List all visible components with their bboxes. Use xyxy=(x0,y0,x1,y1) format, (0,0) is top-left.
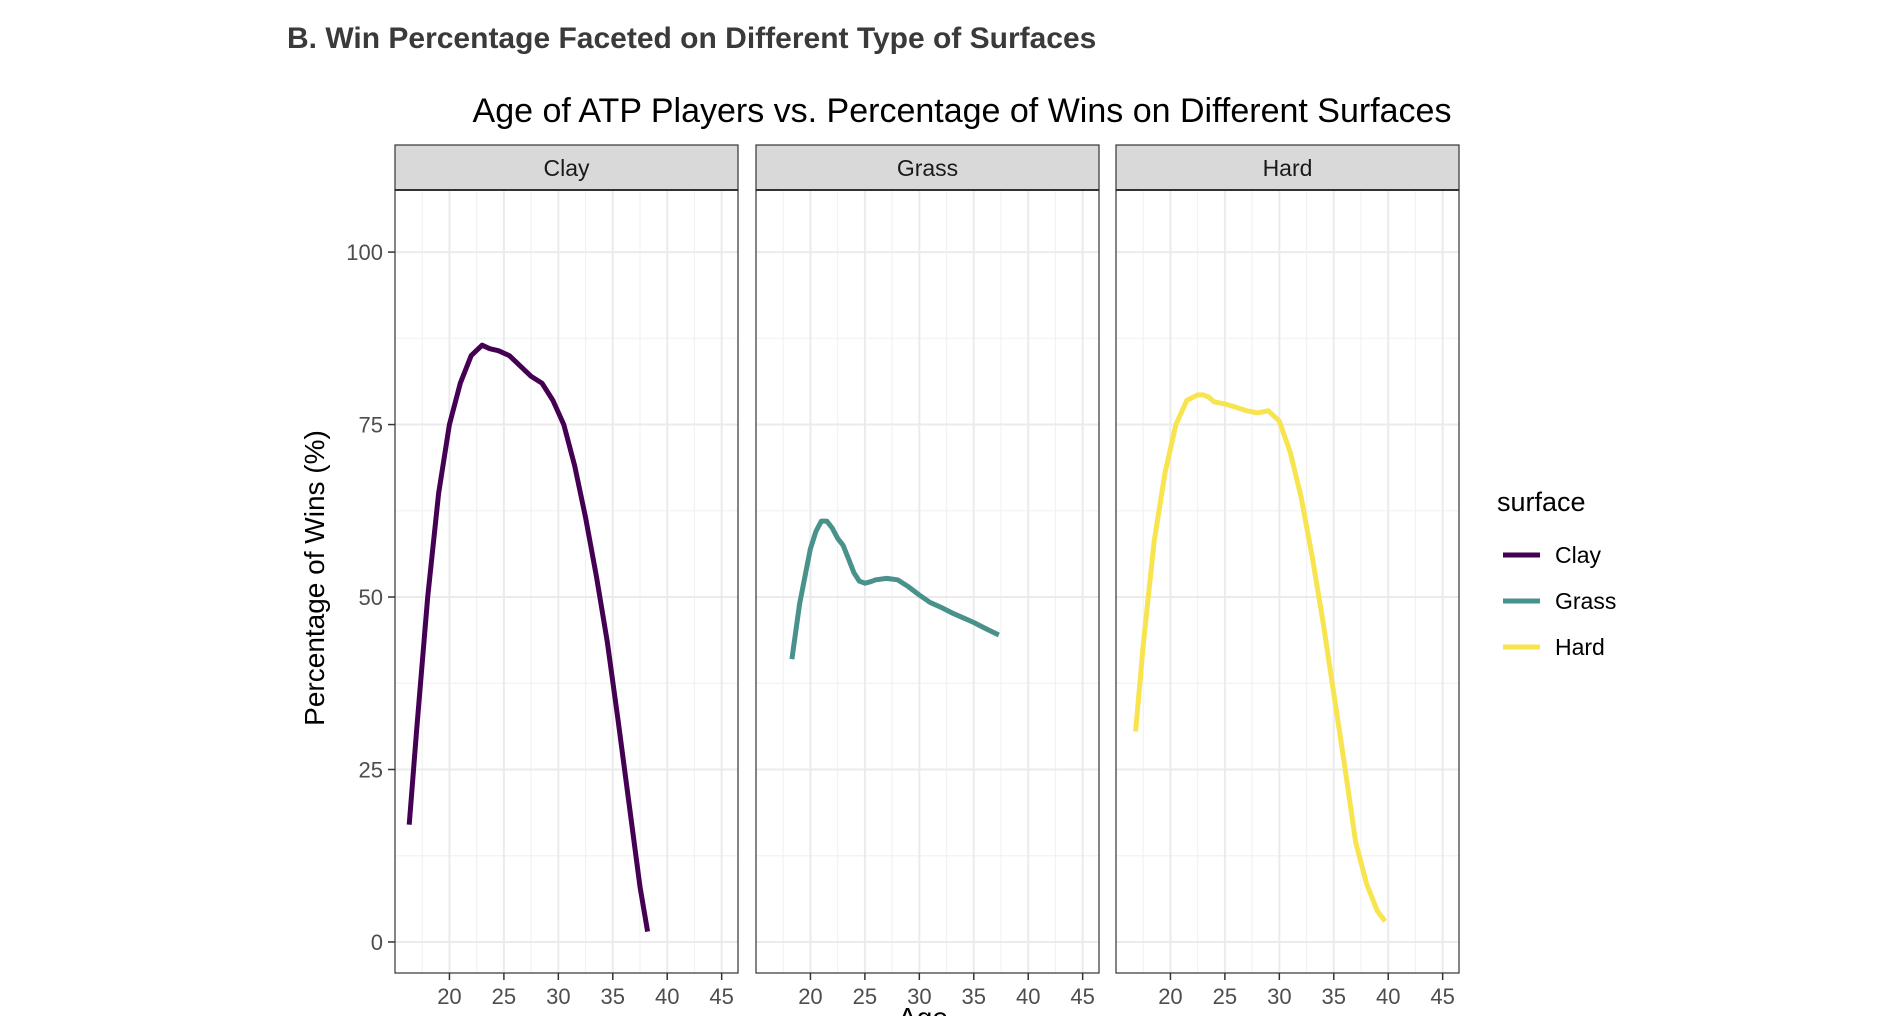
series-line-grass xyxy=(789,518,1000,660)
x-tick-label: 40 xyxy=(1016,984,1040,1009)
x-tick-label: 30 xyxy=(546,984,570,1009)
facet-strip xyxy=(755,144,1100,191)
y-tick-label: 0 xyxy=(371,930,383,955)
facet-strip-label: Clay xyxy=(543,155,590,181)
x-tick-label: 25 xyxy=(1213,984,1237,1009)
y-axis-label: Percentage of Wins (%) xyxy=(299,430,330,726)
panel-border xyxy=(755,189,1100,974)
y-tick-label: 50 xyxy=(359,585,383,610)
section-heading: B. Win Percentage Faceted on Different T… xyxy=(287,22,1097,55)
x-tick-label: 20 xyxy=(437,984,461,1009)
x-tick-label: 35 xyxy=(601,984,625,1009)
facet-panel-hard: Hard 20 25 30 35 40 45 xyxy=(1115,144,1460,1009)
x-tick-label: 40 xyxy=(1376,984,1400,1009)
facet-panel-grass: Grass 20 25 30 35 40 45 xyxy=(755,144,1100,1009)
y-tick-label: 100 xyxy=(346,240,383,265)
chart-title: Age of ATP Players vs. Percentage of Win… xyxy=(473,92,1452,130)
x-tick-label: 30 xyxy=(1267,984,1291,1009)
legend-title: surface xyxy=(1497,487,1586,517)
legend-label-clay: Clay xyxy=(1555,542,1602,568)
facet-strip xyxy=(1115,144,1460,191)
x-tick-label: 45 xyxy=(1430,984,1454,1009)
legend: surface Clay Grass Hard xyxy=(1497,487,1616,660)
series-line-clay xyxy=(406,342,651,933)
x-axis-label: Age xyxy=(898,1002,948,1016)
x-tick-label: 45 xyxy=(1070,984,1094,1009)
x-tick-label: 40 xyxy=(655,984,679,1009)
panel-border xyxy=(1115,189,1460,974)
y-tick-label: 25 xyxy=(359,757,383,782)
x-tick-label: 20 xyxy=(798,984,822,1009)
x-tick-label: 25 xyxy=(492,984,516,1009)
x-tick-label: 30 xyxy=(907,984,931,1009)
facet-strip xyxy=(394,144,739,191)
facet-panels: Clay 20 25 30 35 40 45 Grass 20 25 30 35 40 45 Hard 20 2… xyxy=(346,144,1460,1009)
x-tick-label: 25 xyxy=(853,984,877,1009)
facet-panel-clay: Clay 20 25 30 35 40 45 xyxy=(394,144,739,1009)
x-tick-label: 45 xyxy=(709,984,733,1009)
x-tick-label: 20 xyxy=(1158,984,1182,1009)
legend-label-grass: Grass xyxy=(1555,588,1616,614)
x-tick-label: 35 xyxy=(962,984,986,1009)
panel-border xyxy=(394,189,739,974)
y-tick-label: 75 xyxy=(359,413,383,438)
x-tick-label: 35 xyxy=(1322,984,1346,1009)
facet-strip-label: Hard xyxy=(1263,155,1313,181)
series-line-hard xyxy=(1133,392,1388,923)
legend-label-hard: Hard xyxy=(1555,634,1605,660)
facet-strip-label: Grass xyxy=(897,155,958,181)
